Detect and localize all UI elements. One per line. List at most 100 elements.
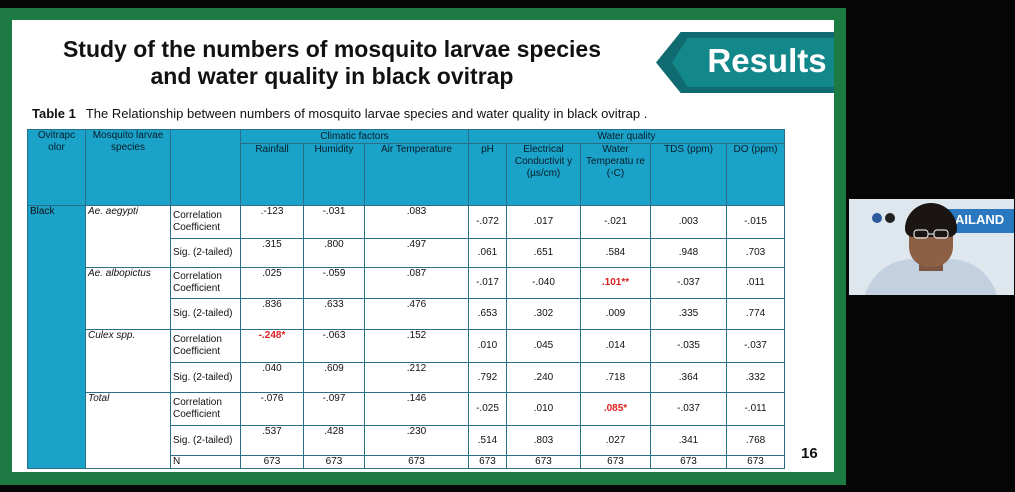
value-cell: .718 <box>580 362 651 393</box>
value-cell: .010 <box>506 392 581 426</box>
header-tds: TDS (ppm) <box>650 143 727 206</box>
value-cell: .800 <box>303 238 365 268</box>
stat-label: Correlation Coefficient <box>170 267 241 299</box>
value-cell: .014 <box>580 329 651 363</box>
value-cell: -.017 <box>468 267 507 299</box>
table-row: Sig. (2-tailed) .315 .800 .497 .061 .651… <box>28 238 785 268</box>
table-row: Sig. (2-tailed) .836 .633 .476 .653 .302… <box>28 298 785 330</box>
table-row: Sig. (2-tailed) .537 .428 .230 .514 .803… <box>28 425 785 456</box>
header-humidity: Humidity <box>303 143 365 206</box>
value-cell: .087 <box>364 267 469 299</box>
header-stat-blank <box>170 129 241 206</box>
value-cell: -.037 <box>726 329 785 363</box>
value-cell: -.031 <box>303 205 365 239</box>
stat-label: Sig. (2-tailed) <box>170 362 241 393</box>
value-cell: .011 <box>726 267 785 299</box>
value-cell: .040 <box>240 362 304 393</box>
value-cell: .230 <box>364 425 469 456</box>
species-cell: Total <box>85 392 171 469</box>
value-cell: -.011 <box>726 392 785 426</box>
webcam-banner-text: AILAND <box>955 212 1005 227</box>
stat-label: Sig. (2-tailed) <box>170 425 241 456</box>
value-cell: .341 <box>650 425 727 456</box>
header-air-temperature: Air Temperature <box>364 143 469 206</box>
stat-label: Sig. (2-tailed) <box>170 298 241 330</box>
value-cell: .212 <box>364 362 469 393</box>
value-cell: .027 <box>580 425 651 456</box>
value-cell: .332 <box>726 362 785 393</box>
value-cell: .948 <box>650 238 727 268</box>
table-row: Sig. (2-tailed) .040 .609 .212 .792 .240… <box>28 362 785 393</box>
header-ph: pH <box>468 143 507 206</box>
value-cell: .803 <box>506 425 581 456</box>
value-cell: .010 <box>468 329 507 363</box>
header-rainfall: Rainfall <box>240 143 304 206</box>
logo-icon <box>872 213 895 223</box>
value-cell: -.037 <box>650 267 727 299</box>
value-cell: .-123 <box>240 205 304 239</box>
value-cell: -.037 <box>650 392 727 426</box>
table-row: Culex spp. Correlation Coefficient -.248… <box>28 329 785 393</box>
value-cell: .476 <box>364 298 469 330</box>
value-cell: .009 <box>580 298 651 330</box>
value-cell: .651 <box>506 238 581 268</box>
table-row: Black Ae. aegypti Correlation Coefficien… <box>27 205 785 469</box>
slide-title-line2: and water quality in black ovitrap <box>150 63 514 89</box>
value-cell: -.059 <box>303 267 365 299</box>
value-cell: .537 <box>240 425 304 456</box>
value-cell: .364 <box>650 362 727 393</box>
value-cell: .083 <box>364 205 469 239</box>
table-caption: Table 1 The Relationship between numbers … <box>32 106 647 121</box>
table-caption-label: Table 1 <box>32 106 76 121</box>
value-cell: .768 <box>726 425 785 456</box>
value-cell: -.025 <box>468 392 507 426</box>
slide-title-line1: Study of the numbers of mosquito larvae … <box>62 36 602 62</box>
page-number: 16 <box>801 445 818 462</box>
value-cell: .061 <box>468 238 507 268</box>
value-cell: -.015 <box>726 205 785 239</box>
value-cell: -.076 <box>240 392 304 426</box>
table-row: Total Correlation Coefficient -.076 -.09… <box>28 392 785 469</box>
header-water-temperature: Water Temperatu re (◦C) <box>580 143 651 206</box>
value-cell: .774 <box>726 298 785 330</box>
value-cell: .609 <box>303 362 365 393</box>
table-caption-text: The Relationship between numbers of mosq… <box>85 106 648 121</box>
value-cell: .146 <box>364 392 469 426</box>
value-cell-significant: -.248* <box>240 329 304 363</box>
value-cell: -.072 <box>468 205 507 239</box>
stat-label: Sig. (2-tailed) <box>170 238 241 268</box>
value-cell: .428 <box>303 425 365 456</box>
value-cell: .633 <box>303 298 365 330</box>
value-cell: -.063 <box>303 329 365 363</box>
value-cell: .152 <box>364 329 469 363</box>
value-cell: .017 <box>506 205 581 239</box>
value-cell: .045 <box>506 329 581 363</box>
value-cell: 673 <box>506 455 581 469</box>
value-cell: .315 <box>240 238 304 268</box>
value-cell: .792 <box>468 362 507 393</box>
value-cell: -.021 <box>580 205 651 239</box>
value-cell: 673 <box>240 455 304 469</box>
value-cell: .302 <box>506 298 581 330</box>
value-cell: .003 <box>650 205 727 239</box>
stat-label: Correlation Coefficient <box>170 392 241 426</box>
slide-title: Study of the numbers of mosquito larvae … <box>32 36 632 90</box>
slide-frame: Study of the numbers of mosquito larvae … <box>0 8 846 485</box>
ovitrap-color-cell: Black <box>27 205 86 469</box>
value-cell: .653 <box>468 298 507 330</box>
glasses-icon <box>913 229 949 239</box>
species-cell: Ae. albopictus <box>85 267 171 330</box>
header-electrical-conductivity: Electrical Conductivit y (µs/cm) <box>506 143 581 206</box>
value-cell: 673 <box>726 455 785 469</box>
header-species: Mosquito larvae species <box>85 129 171 206</box>
results-tag-inner <box>672 38 834 87</box>
value-cell: .240 <box>506 362 581 393</box>
header-ovitrap-color: Ovitrapc olor <box>27 129 86 206</box>
value-cell: -.035 <box>650 329 727 363</box>
header-do: DO (ppm) <box>726 143 785 206</box>
webcam-tile[interactable]: AILAND <box>849 199 1014 295</box>
value-cell-significant: .085* <box>580 392 651 426</box>
value-cell: 673 <box>303 455 365 469</box>
results-label: Results <box>707 42 827 79</box>
table-row: N 673 673 673 673 673 673 673 673 <box>28 455 785 469</box>
